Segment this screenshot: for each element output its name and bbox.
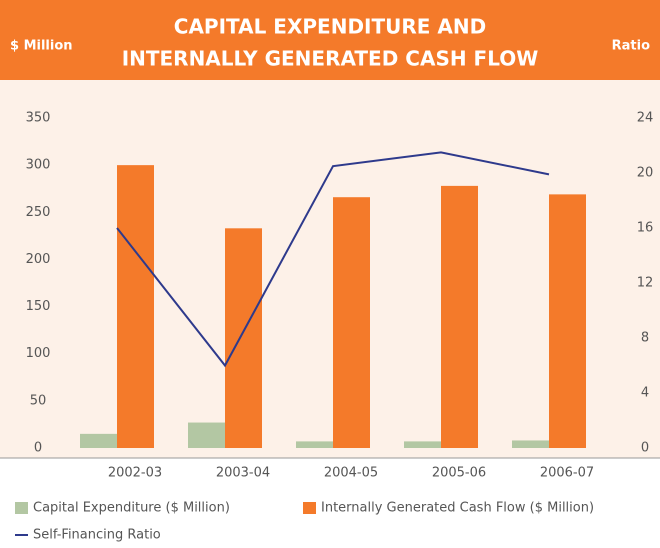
chart-title: CAPITAL EXPENDITURE AND: [174, 15, 486, 39]
bar: [512, 440, 549, 448]
x-tick-label: 2003-04: [216, 466, 270, 481]
y-tick-label: 150: [26, 299, 51, 314]
x-tick-label: 2005-06: [432, 466, 486, 481]
legend-label: Capital Expenditure ($ Million): [33, 501, 230, 516]
y-tick-label: 300: [26, 158, 51, 173]
y2-tick-label: 20: [637, 166, 654, 181]
legend-label: Self-Financing Ratio: [33, 528, 161, 543]
y2-tick-label: 0: [641, 441, 649, 456]
x-tick-label: 2006-07: [540, 466, 594, 481]
bar: [333, 197, 370, 448]
x-tick-label: 2002-03: [108, 466, 162, 481]
legend-swatch: [15, 502, 28, 514]
y2-tick-label: 8: [641, 331, 649, 346]
y-tick-label: 350: [26, 111, 51, 126]
x-tick-label: 2004-05: [324, 466, 378, 481]
line: [116, 151, 550, 368]
y2-axis-label: Ratio: [612, 39, 650, 54]
y-tick-label: 50: [30, 393, 47, 408]
y-axis-label: $ Million: [10, 39, 73, 54]
bar: [296, 441, 333, 448]
bar: [441, 185, 478, 448]
y2-tick-label: 12: [637, 276, 654, 291]
y-tick-label: 250: [26, 205, 51, 220]
bar: [188, 422, 225, 448]
legend-label: Internally Generated Cash Flow ($ Millio…: [321, 501, 594, 516]
y-tick-label: 0: [34, 441, 42, 456]
bar: [80, 433, 117, 448]
y2-tick-label: 4: [641, 386, 649, 401]
y-tick-label: 100: [26, 346, 51, 361]
bar: [117, 165, 154, 448]
chart-title: INTERNALLY GENERATED CASH FLOW: [122, 47, 539, 71]
bar: [549, 194, 586, 448]
bar: [225, 228, 262, 448]
legend-swatch: [303, 502, 316, 514]
header-band: [0, 0, 660, 80]
y2-tick-label: 24: [637, 111, 654, 126]
y2-tick-label: 16: [637, 221, 654, 236]
y-tick-label: 200: [26, 252, 51, 267]
bar: [404, 441, 441, 448]
